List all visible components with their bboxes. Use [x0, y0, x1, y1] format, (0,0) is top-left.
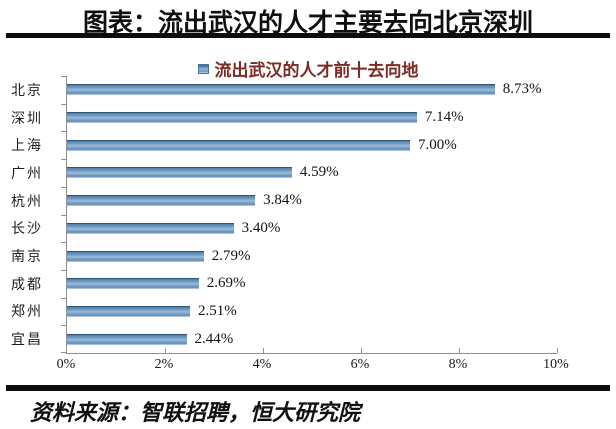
category-label: 深圳: [11, 111, 43, 127]
category-label: 广州: [11, 166, 43, 182]
bar-row: 2.44%: [67, 325, 557, 353]
category-label: 北京: [11, 83, 43, 99]
value-label: 2.51%: [197, 302, 237, 319]
category-label: 杭州: [11, 194, 43, 210]
value-label: 2.44%: [194, 330, 234, 347]
x-tick-label: 2%: [154, 357, 174, 372]
x-axis-tick: [164, 348, 166, 353]
category-label: 长沙: [11, 222, 43, 238]
value-label: 8.73%: [502, 81, 542, 98]
category-label: 成都: [11, 277, 43, 293]
x-tick-label: 8%: [448, 357, 468, 372]
bar-row: 7.00%: [67, 131, 557, 159]
bar: [67, 167, 292, 179]
value-label: 7.14%: [424, 109, 464, 126]
value-label: 2.79%: [211, 247, 251, 264]
value-label: 3.40%: [241, 219, 281, 236]
bar: [67, 139, 410, 151]
bar-row: 2.69%: [67, 270, 557, 298]
bar-row: 2.51%: [67, 298, 557, 326]
value-label: 2.69%: [206, 275, 246, 292]
y-axis-tick: [61, 325, 67, 327]
x-tick-label: 6%: [350, 357, 370, 372]
y-axis-tick: [61, 186, 67, 188]
bar: [67, 84, 495, 96]
category-label: 上海: [11, 139, 43, 155]
source-note: 资料来源：智联招聘，恒大研究院: [30, 400, 361, 425]
bar: [67, 250, 204, 262]
y-axis-tick: [61, 297, 67, 299]
bar-row: 8.73%: [67, 76, 557, 104]
y-axis-tick: [61, 103, 67, 105]
legend-label: 流出武汉的人才前十去向地: [214, 61, 419, 80]
bar: [67, 333, 187, 345]
bar-row: 7.14%: [67, 104, 557, 132]
x-axis-tick: [556, 348, 558, 353]
y-axis-tick: [61, 131, 67, 133]
top-divider: [6, 33, 610, 38]
y-axis-tick: [61, 269, 67, 271]
y-axis-tick: [61, 159, 67, 161]
bar: [67, 305, 190, 317]
plot-area: 8.73% 7.14% 7.00% 4.59% 3.84% 3.40% 2.79% 2.69%…: [61, 76, 558, 354]
x-axis-tick: [458, 348, 460, 353]
y-axis-tick: [61, 214, 67, 216]
bar-row: 4.59%: [67, 159, 557, 187]
y-axis-tick: [61, 242, 67, 244]
category-label: 宜昌: [11, 333, 43, 349]
legend-swatch-icon: [197, 63, 209, 74]
y-axis-tick: [61, 352, 67, 353]
legend: 流出武汉的人才前十去向地: [0, 56, 616, 81]
bar-row: 2.79%: [67, 242, 557, 270]
bar: [67, 112, 417, 124]
x-tick-label: 4%: [252, 357, 272, 372]
bar-row: 3.84%: [67, 187, 557, 215]
page-title: 图表：流出武汉的人才主要去向北京深圳: [82, 10, 533, 37]
x-axis-tick: [262, 348, 264, 353]
bar: [67, 195, 256, 207]
bar: [67, 222, 234, 234]
bottom-divider: [6, 385, 610, 391]
category-label: 南京: [11, 250, 43, 266]
bar: [67, 278, 199, 290]
value-label: 3.84%: [263, 192, 302, 209]
y-axis-tick: [61, 76, 67, 77]
x-tick-label: 10%: [543, 357, 569, 372]
y-axis-labels: 北京深圳上海广州杭州长沙南京成都郑州宜昌: [11, 76, 63, 353]
bar-row: 3.40%: [67, 215, 557, 243]
category-label: 郑州: [11, 305, 43, 321]
x-axis-tick: [360, 348, 362, 353]
value-label: 7.00%: [418, 136, 457, 153]
value-label: 4.59%: [299, 164, 339, 181]
x-axis-labels: 0% 2% 4% 6% 8% 10%: [57, 357, 569, 375]
x-tick-label: 0%: [56, 357, 76, 372]
